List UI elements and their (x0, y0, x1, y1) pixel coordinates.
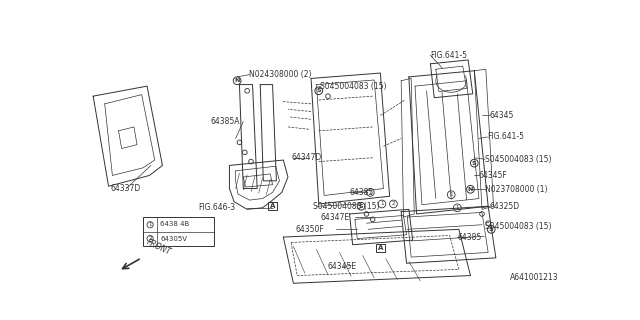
Text: 64347E: 64347E (320, 212, 349, 221)
Text: 64350F: 64350F (296, 225, 324, 234)
Text: FRONT: FRONT (145, 237, 172, 256)
Text: 1: 1 (148, 222, 152, 227)
Text: FIG.641-5: FIG.641-5 (431, 51, 467, 60)
Text: 2: 2 (148, 236, 152, 241)
Text: S045004083 (15): S045004083 (15) (312, 202, 379, 211)
Text: S: S (359, 204, 364, 209)
Text: 1: 1 (449, 192, 453, 197)
Text: N024308000 (2): N024308000 (2) (250, 70, 312, 79)
Text: A641001213: A641001213 (510, 273, 559, 282)
Text: 64385: 64385 (458, 233, 482, 242)
Text: S045004083 (15): S045004083 (15) (485, 155, 552, 164)
Text: FIG.641-5: FIG.641-5 (488, 132, 524, 141)
Bar (143, 217, 214, 246)
Text: 64305V: 64305V (160, 236, 187, 242)
Text: 64385: 64385 (349, 188, 374, 197)
Text: 6438 4B: 6438 4B (160, 221, 189, 227)
Text: A: A (378, 245, 383, 251)
FancyBboxPatch shape (268, 203, 277, 210)
Text: N: N (234, 78, 240, 83)
Text: S: S (472, 161, 477, 166)
Text: S: S (316, 88, 321, 93)
Text: 1: 1 (369, 190, 372, 195)
Text: 64345: 64345 (490, 111, 514, 120)
Text: A: A (270, 203, 275, 209)
Text: N023708000 (1): N023708000 (1) (485, 185, 548, 194)
Text: N: N (468, 187, 473, 192)
Text: 1: 1 (456, 205, 459, 210)
Text: 64325D: 64325D (490, 202, 520, 211)
Text: 64337D: 64337D (111, 184, 141, 193)
Text: S045004083 (15): S045004083 (15) (320, 82, 387, 91)
Text: FIG.646-3: FIG.646-3 (198, 203, 235, 212)
Text: 2: 2 (392, 202, 396, 206)
Text: S045004083 (15): S045004083 (15) (485, 222, 552, 231)
Text: 64345E: 64345E (328, 262, 357, 271)
Text: 64347D: 64347D (291, 153, 321, 162)
Text: 1: 1 (380, 202, 383, 206)
Text: 64385A: 64385A (211, 117, 241, 126)
FancyBboxPatch shape (376, 244, 385, 252)
Text: 64345F: 64345F (479, 171, 508, 180)
Text: S: S (489, 227, 493, 232)
